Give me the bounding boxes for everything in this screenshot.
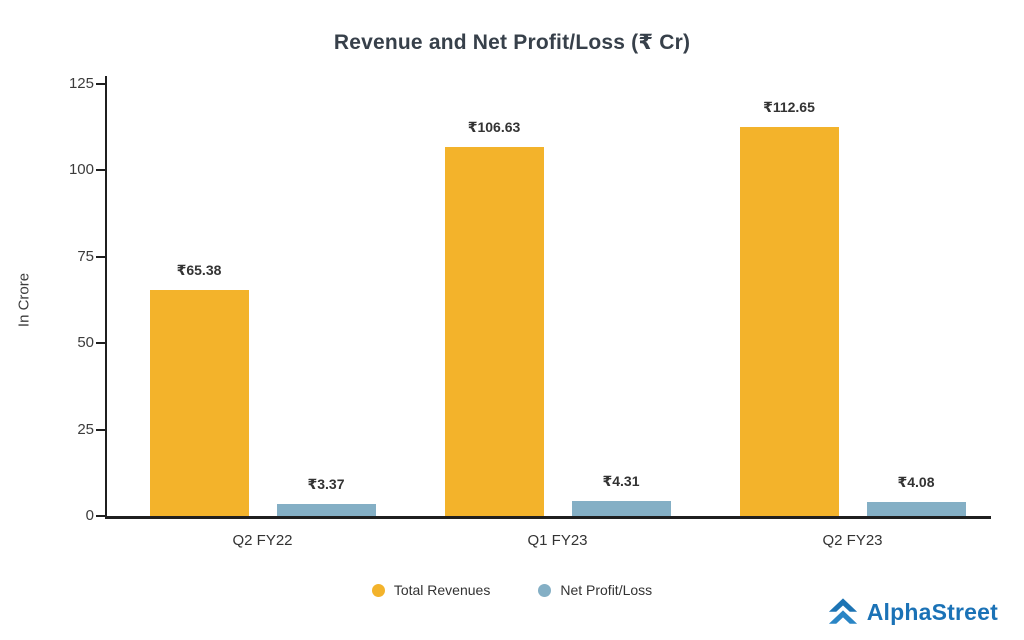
legend-label: Net Profit/Loss [560, 582, 653, 598]
bar-total-revenues [149, 290, 249, 516]
y-tick-label: 125 [68, 75, 94, 92]
x-axis-line [105, 516, 991, 519]
y-tick-mark [96, 342, 105, 345]
bar-value-label: ₹106.63 [467, 119, 521, 135]
bar-value-label: ₹4.08 [897, 474, 935, 490]
bar-total-revenues [444, 147, 544, 516]
x-category-label: Q2 FY23 [822, 532, 883, 549]
legend-dot [371, 583, 385, 597]
y-tick-mark [96, 255, 105, 258]
x-category-label: Q1 FY23 [527, 532, 588, 549]
legend-item: Net Profit/Loss [538, 582, 652, 598]
y-tick-label: 75 [77, 247, 94, 265]
alphastreet-icon [828, 598, 857, 624]
y-tick-mark [96, 515, 105, 517]
bar-total-revenues [739, 127, 839, 516]
bar-value-label: ₹3.37 [307, 476, 345, 492]
chart-title: Revenue and Net Profit/Loss (₹ Cr) [333, 31, 691, 54]
legend-dot [538, 583, 552, 597]
brand-logo: AlphaStreet [826, 597, 998, 628]
y-tick-mark [96, 169, 105, 172]
bar-net-profit-loss [276, 504, 376, 516]
bar-net-profit-loss [571, 501, 671, 516]
legend: Total Revenues Net Profit/Loss [0, 582, 1024, 598]
y-tick-label: 100 [68, 161, 94, 179]
y-tick-mark [96, 428, 105, 431]
legend-label: Total Revenues [393, 582, 491, 598]
bar-net-profit-loss [866, 502, 966, 516]
y-axis-title: In Crore [15, 272, 33, 328]
brand-name: AlphaStreet [866, 599, 998, 625]
y-tick-label: 25 [77, 420, 94, 438]
bar-value-label: ₹112.65 [763, 99, 815, 115]
legend-item: Total Revenues [371, 582, 491, 598]
bar-value-label: ₹65.38 [176, 262, 222, 278]
x-category-label: Q2 FY22 [232, 532, 293, 549]
y-tick-label: 0 [85, 507, 94, 524]
y-tick-label: 50 [77, 334, 94, 352]
y-axis-line [105, 76, 107, 518]
bar-value-label: ₹4.31 [602, 473, 640, 489]
y-tick-mark [96, 83, 105, 85]
